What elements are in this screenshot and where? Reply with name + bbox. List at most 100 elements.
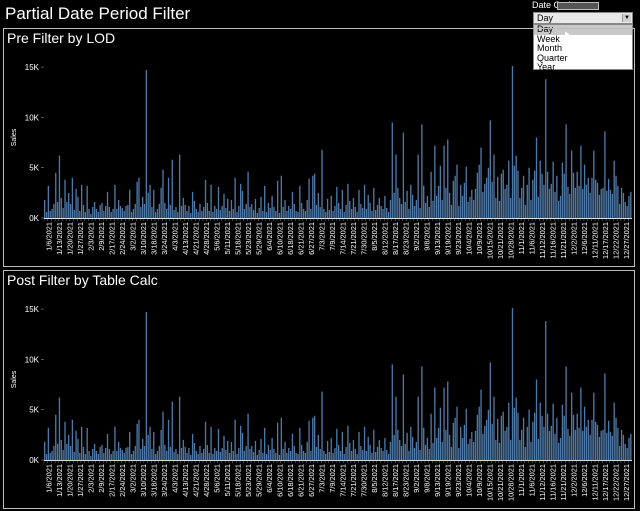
chart-panel-pre-filter: Pre Filter by LOD Sales 0K 5K 10K 15K 1/6/202…: [3, 28, 635, 267]
x-tick-label: 2/3/2021: [86, 222, 95, 251]
bar: [421, 366, 423, 460]
bar: [269, 207, 271, 218]
bar: [400, 445, 403, 460]
bar: [424, 202, 427, 218]
bar: [545, 321, 547, 460]
bar: [478, 164, 480, 218]
bar: [334, 447, 336, 460]
bar: [208, 452, 210, 460]
bar: [550, 425, 552, 460]
bar: [630, 191, 632, 218]
bar: [423, 185, 425, 218]
x-tick-label: 2/3/2021: [86, 464, 95, 493]
bar: [186, 210, 188, 218]
bar: [552, 403, 554, 460]
bar: [565, 366, 567, 460]
bar: [271, 195, 273, 218]
bar: [624, 443, 626, 460]
x-tick-label: 9/13/2021: [433, 464, 442, 497]
bar: [408, 208, 410, 218]
x-tick-label: 12/2/2021: [569, 222, 578, 255]
bar: [493, 396, 495, 460]
bar: [489, 362, 491, 460]
bar: [339, 450, 342, 460]
bar: [513, 165, 515, 218]
bar: [521, 429, 523, 460]
date-grain-option-month[interactable]: Month: [537, 43, 563, 53]
bar: [436, 437, 438, 460]
date-grain-option-day[interactable]: Day: [534, 24, 632, 35]
bar: [391, 122, 393, 218]
bar: [142, 438, 144, 460]
bar: [90, 455, 92, 460]
bar: [399, 439, 401, 461]
bar: [243, 450, 246, 460]
bar: [373, 429, 375, 460]
x-tick-label: 5/29/2021: [254, 464, 263, 497]
x-tick-label: 6/4/2021: [265, 464, 274, 493]
date-grain-option-week[interactable]: Week: [537, 33, 560, 44]
bar: [191, 191, 194, 218]
x-tick-label: 6/4/2021: [265, 222, 274, 251]
bar: [415, 199, 417, 218]
bar: [278, 212, 281, 218]
bar: [426, 195, 429, 218]
bar: [423, 427, 425, 460]
bar: [254, 198, 257, 218]
bar: [587, 177, 589, 218]
bar: [502, 411, 504, 460]
bar: [448, 434, 451, 460]
bar: [434, 387, 436, 460]
bar: [103, 210, 105, 218]
x-tick-label: 6/21/2021: [296, 222, 305, 255]
x-tick-label: 1/20/2021: [65, 464, 74, 497]
chevron-down-icon[interactable]: ▼: [622, 14, 631, 22]
date-grain-option-quarter[interactable]: Quarter: [537, 52, 568, 63]
bar: [411, 436, 414, 460]
bar: [487, 409, 490, 460]
bar: [289, 208, 292, 218]
bar: [365, 450, 368, 460]
bar: [441, 199, 443, 218]
x-tick-label: 6/10/2021: [275, 464, 284, 497]
bar: [589, 434, 591, 460]
bar: [245, 445, 247, 460]
bar: [387, 453, 390, 460]
x-tick-label: 8/17/2021: [391, 222, 400, 255]
date-grain-option-year[interactable]: Year: [537, 62, 556, 72]
bar: [517, 170, 519, 218]
bar: [251, 203, 253, 218]
bar: [143, 203, 146, 218]
x-tick-label: 10/21/2021: [496, 464, 505, 501]
x-tick-label: 10/15/2021: [485, 464, 494, 501]
bar: [582, 188, 584, 218]
x-tick-label: 11/6/2021: [527, 222, 536, 254]
bar: [556, 417, 558, 460]
bar: [376, 204, 379, 218]
bar: [428, 206, 430, 218]
bar: [328, 451, 331, 460]
x-tick-label: 6/27/2021: [307, 464, 316, 497]
x-tick-label: 4/21/2021: [191, 464, 200, 497]
x-tick-label: 12/17/2021: [601, 464, 610, 501]
x-tick-label: 8/12/2021: [380, 464, 389, 497]
bar: [251, 445, 253, 460]
bar: [574, 429, 577, 460]
bar: [45, 211, 48, 218]
date-grain-slider[interactable]: [557, 2, 599, 10]
date-grain-select[interactable]: Day ▼: [533, 12, 633, 24]
bar: [546, 413, 549, 460]
bar: [606, 190, 608, 218]
bar: [312, 175, 314, 218]
bar: [51, 208, 53, 218]
bar: [53, 445, 55, 460]
bar: [576, 171, 578, 218]
bar: [374, 451, 377, 460]
bar: [69, 203, 72, 218]
bar: [203, 448, 205, 460]
bar: [79, 210, 81, 218]
bar: [154, 453, 157, 460]
bar: [230, 441, 233, 460]
bar: [395, 154, 397, 218]
date-grain-dropdown-list[interactable]: Day Week Month Quarter Year: [533, 24, 633, 72]
